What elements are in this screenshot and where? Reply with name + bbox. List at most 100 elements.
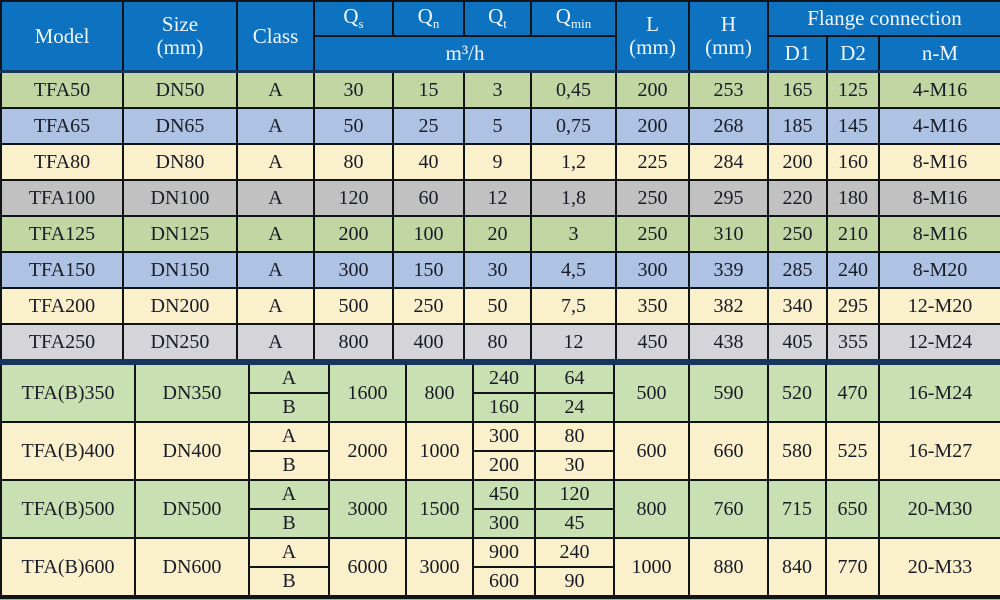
cell-nm: 12-M20 [877,287,1000,325]
cell-h: 438 [688,323,769,362]
cell-nm: 20-M33 [878,537,1000,597]
cell-qmin-b: 30 [534,450,615,481]
cell-qmin: 3 [530,215,617,253]
cell-d1: 405 [767,323,828,362]
cell-h: 310 [688,215,769,253]
cell-d1: 580 [767,421,827,481]
cell-d2: 770 [825,537,880,597]
cell-qmin-b: 45 [534,508,615,539]
cell-qs: 120 [313,179,394,217]
cell-l: 250 [615,215,690,253]
cell-class-b: B [248,566,330,597]
header-qs: Qs [313,0,394,37]
table-row-tfa65: TFA65 DN65 A 50 25 5 0,75 200 268 185 14… [0,107,1000,145]
header-flange-connection: Flange connection [766,0,1000,37]
cell-d1: 715 [767,479,827,539]
cell-qs: 80 [313,143,394,181]
cell-size: DN350 [134,362,250,423]
cell-model: TFA80 [0,143,124,181]
cell-size: DN250 [122,323,238,362]
cell-qn: 100 [392,215,465,253]
cell-class-b: B [248,392,330,423]
cell-d2: 355 [826,323,880,362]
cell-model: TFA(B)500 [0,479,136,539]
table-row-tfa50: TFA50 DN50 A 30 15 3 0,45 200 253 165 12… [0,70,1000,109]
table-row-tfa250: TFA250 DN250 A 800 400 80 12 450 438 405… [0,323,1000,362]
cell-d1: 840 [767,537,827,597]
cell-qs: 30 [313,70,394,109]
spec-table-dual-class: TFA(B)350 DN350 A 1600 800 240 64 500 59… [0,362,1000,597]
cell-model: TFA250 [0,323,124,362]
cell-qt: 9 [463,143,532,181]
cell-d1: 340 [767,287,828,325]
cell-qn: 25 [392,107,465,145]
cell-h: 295 [688,179,769,217]
cell-qmin-a: 64 [534,362,615,394]
cell-qs: 2000 [328,421,407,481]
cell-l: 600 [613,421,690,481]
cell-qt: 3 [463,70,532,109]
cell-d2: 160 [826,143,880,181]
cell-l: 225 [615,143,690,181]
cell-class-a: A [248,421,330,452]
header-d2: D2 [826,35,880,73]
cell-h: 760 [688,479,769,539]
cell-d1: 185 [767,107,828,145]
cell-h: 382 [688,287,769,325]
cell-class: A [236,215,315,253]
header-unit-m3h: m³/h [313,35,617,73]
spec-table-main: Model Size (mm) Class Qs Qn Qt Qmin L (m… [0,0,1000,362]
table-row-tfa150: TFA150 DN150 A 300 150 30 4,5 300 339 28… [0,251,1000,289]
cell-qs: 1600 [328,362,407,423]
cell-h: 880 [688,537,769,597]
cell-nm: 8-M20 [877,251,1000,289]
cell-nm: 12-M24 [877,323,1000,362]
cell-model: TFA50 [0,70,124,109]
cell-model: TFA200 [0,287,124,325]
cell-qn: 40 [392,143,465,181]
cell-h: 339 [688,251,769,289]
table-row-tfa80: TFA80 DN80 A 80 40 9 1,2 225 284 200 160… [0,143,1000,181]
cell-l: 250 [615,179,690,217]
cell-qs: 3000 [328,479,407,539]
cell-d2: 180 [826,179,880,217]
cell-h: 284 [688,143,769,181]
cell-qn: 800 [405,362,474,423]
cell-d1: 200 [767,143,828,181]
cell-d1: 285 [767,251,828,289]
cell-qs: 200 [313,215,394,253]
header-l: L (mm) [615,0,690,73]
cell-d1: 250 [767,215,828,253]
cell-class-b: B [248,508,330,539]
cell-class: A [236,179,315,217]
table-row-tfab400-a: TFA(B)400 DN400 A 2000 1000 300 80 600 6… [0,421,1000,481]
cell-class: A [236,251,315,289]
cell-qt-a: 240 [472,362,536,394]
cell-size: DN150 [122,251,238,289]
cell-qmin-b: 90 [534,566,615,597]
cell-qs: 300 [313,251,394,289]
cell-h: 268 [688,107,769,145]
cell-class: A [236,323,315,362]
cell-l: 450 [615,323,690,362]
cell-d2: 145 [826,107,880,145]
cell-qt-b: 300 [472,508,536,539]
cell-nm: 8-M16 [877,143,1000,181]
cell-size: DN200 [122,287,238,325]
cell-h: 253 [688,70,769,109]
cell-qt: 30 [463,251,532,289]
cell-d2: 525 [825,421,880,481]
table-row-tfa200: TFA200 DN200 A 500 250 50 7,5 350 382 34… [0,287,1000,325]
cell-model: TFA(B)600 [0,537,136,597]
cell-nm: 8-M16 [877,179,1000,217]
table-row-tfab500-b: B 300 45 [1,508,1000,539]
header-qt: Qt [463,0,532,37]
table-row-tfab350-b: B 160 24 [1,392,1000,423]
cell-qmin: 4,5 [530,251,617,289]
cell-l: 500 [613,362,690,423]
cell-class-a: A [248,362,330,394]
cell-qn: 150 [392,251,465,289]
cell-model: TFA150 [0,251,124,289]
cell-nm: 20-M30 [878,479,1000,539]
